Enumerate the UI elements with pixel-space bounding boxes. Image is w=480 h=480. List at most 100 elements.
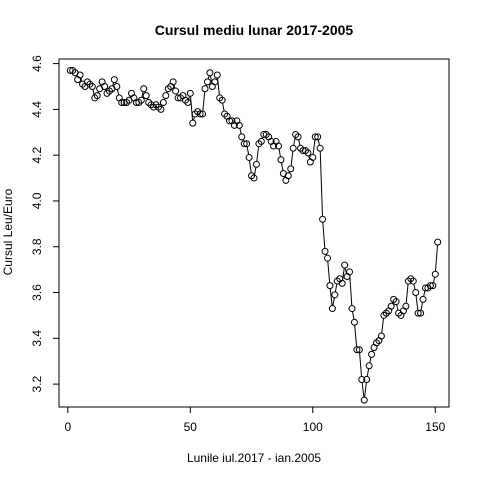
series-segment — [332, 297, 335, 306]
series-segment — [396, 304, 399, 311]
series-segment — [359, 352, 363, 377]
series-segment — [190, 96, 194, 121]
series-segment — [293, 137, 296, 146]
data-point — [289, 144, 297, 152]
data-point — [348, 305, 356, 313]
data-point — [368, 350, 376, 358]
data-point — [169, 78, 177, 86]
data-point — [137, 96, 145, 104]
data-point — [363, 376, 371, 384]
series-segment — [256, 146, 260, 162]
data-point — [323, 254, 331, 262]
data-point — [203, 78, 211, 86]
data-point — [235, 121, 243, 129]
series-segment — [290, 151, 294, 166]
data-point — [274, 142, 282, 150]
data-point — [331, 291, 339, 299]
series-segment — [246, 146, 250, 155]
data-point — [245, 153, 253, 161]
series-segment — [249, 160, 252, 173]
data-point — [206, 69, 214, 77]
data-point — [355, 346, 363, 354]
data-point — [110, 76, 118, 84]
data-point — [358, 376, 366, 384]
data-point — [419, 295, 427, 303]
data-point — [189, 119, 197, 127]
series-segment — [420, 302, 423, 311]
x-tick-label: 0 — [64, 420, 71, 434]
data-point — [157, 105, 165, 113]
data-point — [426, 282, 434, 290]
data-point — [321, 247, 329, 255]
y-tick-label: 3.8 — [30, 238, 44, 255]
x-tick-label: 100 — [303, 420, 323, 434]
data-point — [113, 82, 121, 90]
series-segment — [423, 290, 426, 297]
x-tick-label: 50 — [184, 420, 198, 434]
series-segment — [352, 311, 355, 320]
series-segment — [188, 96, 191, 100]
data-point — [196, 110, 204, 118]
data-point — [360, 396, 368, 404]
y-tick-label: 3.2 — [30, 375, 44, 392]
data-point — [101, 82, 109, 90]
data-point — [140, 85, 148, 93]
data-point — [218, 96, 226, 104]
series-segment — [312, 139, 316, 155]
data-point — [402, 302, 410, 310]
series-segment — [369, 357, 372, 363]
data-point — [118, 99, 126, 106]
data-point — [365, 362, 373, 370]
data-point — [328, 305, 336, 313]
series-segment — [280, 162, 284, 171]
data-point — [350, 318, 358, 326]
series-segment — [173, 84, 176, 89]
data-point — [346, 268, 354, 276]
data-point — [226, 117, 234, 125]
series-segment — [349, 274, 353, 306]
series-segment — [327, 261, 331, 283]
data-point — [338, 279, 346, 287]
series-segment — [322, 222, 326, 249]
series-segment — [112, 82, 115, 86]
series-segment — [202, 91, 206, 112]
data-point — [316, 144, 324, 152]
data-point — [314, 133, 322, 141]
data-point — [142, 92, 150, 100]
x-axis-label: Lunile iul.2017 - ian.2005 — [187, 451, 321, 465]
data-point — [76, 71, 84, 79]
data-point — [284, 172, 292, 180]
series-segment — [317, 139, 321, 146]
axes: 0 50 100 150 3.2 3.4 3.6 3.8 4.0 4.2 4.4 4.6 — [30, 55, 446, 434]
series-segment — [329, 288, 333, 306]
y-tick-label: 4.6 — [30, 55, 44, 72]
data-point — [184, 99, 192, 106]
series-segment — [354, 325, 358, 347]
series-segment — [361, 382, 365, 398]
y-tick-label: 4.0 — [30, 192, 44, 209]
plot-frame — [58, 58, 450, 408]
data-point — [412, 289, 420, 297]
data-point — [309, 153, 317, 161]
data-point — [250, 174, 258, 182]
data-point — [304, 149, 312, 157]
data-point — [387, 302, 395, 310]
series-segment — [413, 283, 416, 290]
data-point — [240, 140, 248, 148]
data-point — [88, 82, 96, 90]
data-point — [392, 298, 400, 306]
series-segment — [435, 245, 439, 272]
series-segment — [405, 284, 409, 304]
data-point — [294, 133, 302, 141]
data-point — [238, 133, 246, 141]
y-axis-label: Cursul Leu/Euro — [1, 188, 15, 275]
data-point — [434, 238, 442, 246]
series-segment — [308, 155, 311, 160]
series-segment — [381, 318, 384, 334]
data-point — [199, 110, 207, 118]
data-point — [257, 137, 265, 145]
series-segment — [222, 103, 225, 112]
data-point — [341, 261, 349, 269]
series-segment — [334, 283, 338, 292]
